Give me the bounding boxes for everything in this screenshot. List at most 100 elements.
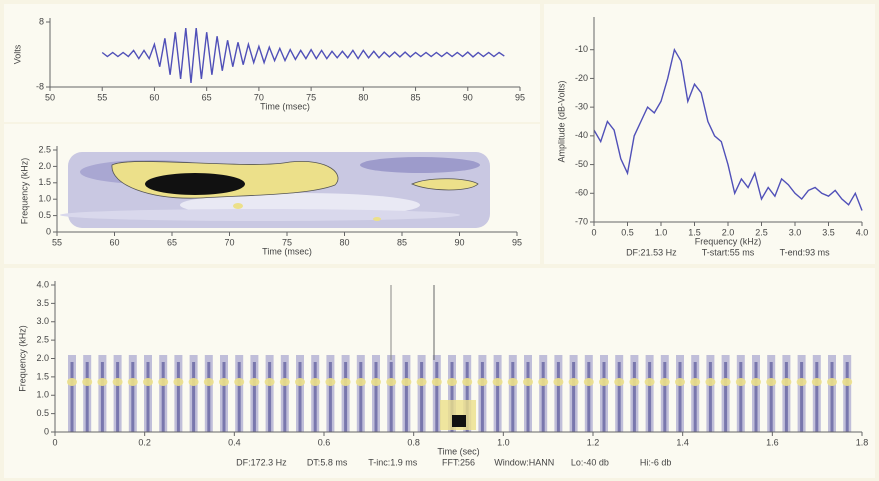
y-tick-label: 4.0 bbox=[36, 279, 49, 289]
spectrogram-texture bbox=[60, 152, 490, 228]
streak bbox=[401, 378, 412, 386]
data-line bbox=[593, 47, 863, 211]
setting-note: Hi:-6 db bbox=[640, 457, 672, 467]
streak bbox=[541, 362, 545, 432]
streak bbox=[127, 378, 138, 386]
streak bbox=[845, 362, 849, 432]
x-axis-label: Frequency (kHz) bbox=[695, 236, 762, 246]
streak bbox=[234, 378, 245, 386]
streak bbox=[192, 362, 196, 432]
y-tick-label: 8 bbox=[39, 16, 44, 26]
setting-note: DT:5.8 ms bbox=[307, 457, 348, 467]
streak bbox=[720, 378, 731, 386]
streak bbox=[644, 378, 655, 386]
streak bbox=[781, 378, 792, 386]
y-tick-label: -8 bbox=[36, 81, 44, 91]
streak bbox=[298, 362, 302, 432]
streak bbox=[526, 362, 530, 432]
x-tick-label: 1.2 bbox=[587, 437, 600, 447]
y-tick-label: 1.0 bbox=[38, 194, 51, 204]
streak bbox=[663, 362, 667, 432]
streak bbox=[462, 378, 473, 386]
streak bbox=[796, 378, 807, 386]
x-axis-label: Time (sec) bbox=[437, 446, 479, 456]
streak bbox=[751, 378, 761, 386]
x-tick-label: 55 bbox=[52, 237, 62, 247]
streak bbox=[279, 378, 290, 386]
streak bbox=[465, 362, 469, 432]
x-tick-label: 4.0 bbox=[856, 227, 869, 237]
streak bbox=[310, 378, 321, 386]
x-tick-label: 90 bbox=[454, 237, 464, 247]
streak bbox=[735, 378, 746, 386]
x-tick-label: 1.6 bbox=[766, 437, 779, 447]
y-axis-label: Frequency (kHz) bbox=[17, 325, 27, 392]
streak bbox=[340, 378, 351, 386]
y-tick-label: -10 bbox=[575, 44, 588, 54]
setting-note: T-end:93 ms bbox=[780, 247, 831, 257]
x-tick-label: 0.4 bbox=[228, 437, 241, 447]
streak bbox=[70, 362, 74, 432]
streak bbox=[97, 378, 108, 386]
streak bbox=[511, 362, 515, 432]
y-tick-label: -30 bbox=[575, 102, 588, 112]
x-tick-label: 95 bbox=[515, 92, 525, 102]
streak bbox=[830, 362, 834, 432]
y-tick-label: -50 bbox=[575, 159, 588, 169]
streak bbox=[264, 378, 275, 386]
streak bbox=[416, 378, 427, 386]
y-tick-label: 0 bbox=[44, 426, 49, 436]
x-tick-label: 0.2 bbox=[138, 437, 151, 447]
y-axis-label: Frequency (kHz) bbox=[19, 158, 29, 225]
x-tick-label: 2.5 bbox=[755, 227, 768, 237]
streak bbox=[431, 378, 442, 386]
y-tick-label: 1.0 bbox=[36, 390, 49, 400]
setting-note: Lo:-40 db bbox=[571, 457, 609, 467]
streak bbox=[146, 362, 150, 432]
y-tick-label: -40 bbox=[575, 130, 588, 140]
setting-note: T-inc:1.9 ms bbox=[368, 457, 418, 467]
streak bbox=[583, 378, 594, 386]
streak bbox=[477, 378, 488, 386]
streak bbox=[705, 378, 716, 386]
streak bbox=[252, 362, 256, 432]
streak bbox=[678, 362, 682, 432]
streak bbox=[268, 362, 272, 432]
streak bbox=[766, 378, 777, 386]
y-tick-label: 2.5 bbox=[38, 144, 51, 154]
setting-note: DF:172.3 Hz bbox=[236, 457, 287, 467]
x-tick-label: 1.5 bbox=[688, 227, 701, 237]
x-tick-label: 0.6 bbox=[318, 437, 331, 447]
streak bbox=[203, 378, 214, 386]
y-tick-label: -70 bbox=[575, 216, 588, 226]
streak bbox=[614, 378, 625, 386]
streak bbox=[371, 378, 381, 386]
streak bbox=[435, 362, 439, 432]
streak bbox=[507, 378, 518, 386]
streak bbox=[739, 362, 743, 432]
data-line bbox=[101, 28, 505, 83]
streak bbox=[222, 362, 226, 432]
streak bbox=[693, 362, 697, 432]
x-tick-label: 0 bbox=[591, 227, 596, 237]
streak bbox=[708, 362, 712, 432]
streak bbox=[131, 362, 135, 432]
streak bbox=[538, 378, 549, 386]
y-tick-label: 1.5 bbox=[38, 177, 51, 187]
streak bbox=[724, 362, 728, 432]
x-tick-label: 65 bbox=[202, 92, 212, 102]
x-axis-label: Time (msec) bbox=[262, 246, 312, 256]
x-tick-label: 3.5 bbox=[822, 227, 835, 237]
streak bbox=[617, 362, 621, 432]
streak bbox=[158, 378, 169, 386]
streak bbox=[143, 378, 153, 386]
streak bbox=[112, 378, 123, 386]
panel bbox=[544, 4, 875, 264]
y-tick-label: 0 bbox=[46, 226, 51, 236]
streak bbox=[116, 362, 120, 432]
streak bbox=[754, 362, 758, 432]
streak bbox=[815, 362, 819, 432]
x-tick-label: 60 bbox=[109, 237, 119, 247]
